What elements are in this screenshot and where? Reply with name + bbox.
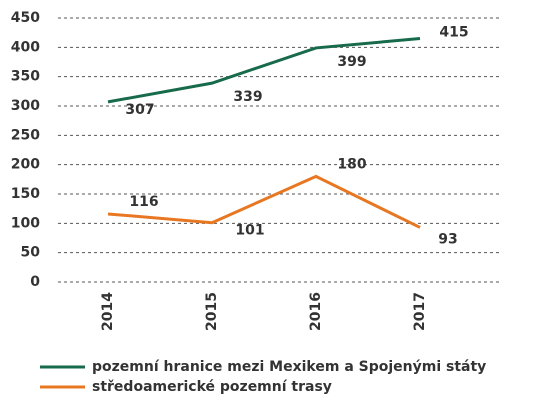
y-tick-label: 200 [11,157,40,173]
series-line [107,174,421,229]
y-tick-label: 450 [11,10,40,26]
y-tick-label: 400 [11,39,40,55]
x-tick-label: 2014 [100,292,116,331]
y-tick-label: 50 [21,245,41,261]
data-label: 101 [235,223,264,239]
data-label: 116 [129,194,158,210]
data-label: 180 [337,156,366,172]
data-label: 93 [438,231,457,247]
y-tick-label: 350 [11,69,40,85]
y-tick-label: 100 [11,215,40,231]
y-tick-label: 250 [11,127,40,143]
data-label: 307 [125,102,154,118]
x-tick-label: 2015 [204,292,220,331]
series-line [107,37,421,104]
legend-label: středoamerické pozemní trasy [92,379,332,395]
y-tick-label: 0 [30,274,40,290]
y-tick-label: 300 [11,98,40,114]
data-label: 399 [337,54,366,70]
legend-label: pozemní hranice mezi Mexikem a Spojenými… [92,359,486,375]
data-label: 339 [233,89,262,105]
x-tick-label: 2017 [412,292,428,331]
x-tick-label: 2016 [308,292,324,331]
y-tick-label: 150 [11,186,40,202]
data-label: 415 [439,25,468,41]
